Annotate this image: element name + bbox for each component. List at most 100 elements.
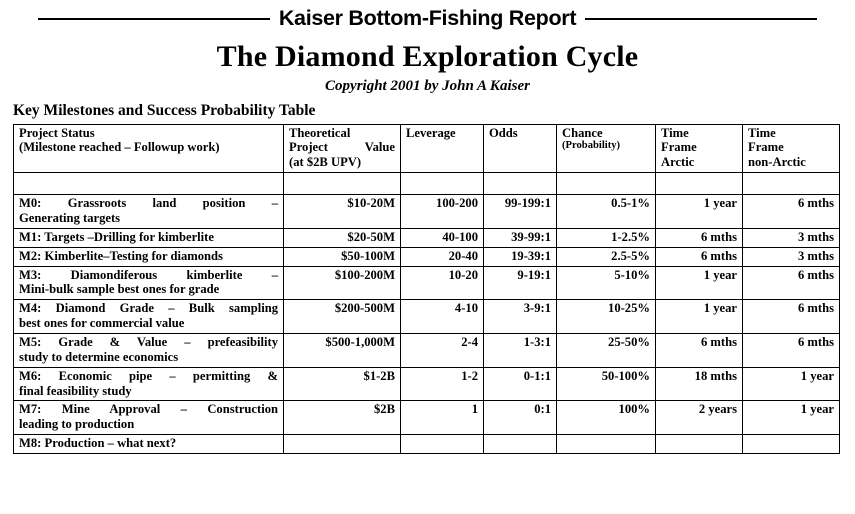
cell-theoretical-project-value: $500-1,000M	[283, 333, 401, 368]
cell-odds: 9-19:1	[483, 265, 557, 301]
cell-status-line1: M5: Grade & Value – prefeasibility	[19, 335, 278, 349]
cell-project-status: M8: Production – what next?	[13, 434, 284, 455]
cell-leverage: 20-40	[400, 246, 484, 267]
header-nonarctic-line3: non-Arctic	[748, 155, 806, 170]
column-header-odds: Odds	[483, 123, 557, 174]
cell-theoretical-project-value: $20-50M	[283, 227, 401, 248]
cell-status-line2: Mini-bulk sample best ones for grade	[19, 282, 220, 297]
cell-time-frame-non-arctic: 3 mths	[742, 246, 840, 267]
cell-time-frame-arctic: 18 mths	[655, 366, 743, 402]
document-page: Kaiser Bottom-Fishing Report The Diamond…	[0, 6, 855, 514]
header-chance-line2: (Probability)	[562, 140, 621, 152]
cell-leverage: 1-2	[400, 366, 484, 402]
header-arctic-line1: Time	[661, 125, 689, 140]
cell-status-line1: M3: Diamondiferous kimberlite –	[19, 267, 278, 282]
cell-leverage: 100-200	[400, 194, 484, 229]
table-row: M8: Production – what next?	[13, 434, 840, 455]
cell-time-frame-non-arctic: 1 year	[742, 366, 840, 402]
header-arctic-line3: Arctic	[661, 155, 695, 170]
column-header-theoretical-project-value: Theoretical Project Value (at $2B UPV)	[283, 123, 401, 174]
spacer-cell-status	[13, 172, 284, 196]
cell-theoretical-project-value: $200-500M	[283, 299, 401, 334]
cell-status-line2: best ones for commercial value	[19, 316, 185, 331]
cell-theoretical-project-value: $1-2B	[283, 366, 401, 402]
cell-odds	[483, 434, 557, 455]
table-body: M0: Grassroots land position – Generating…	[13, 172, 840, 455]
cell-project-status: M6: Economic pipe – permitting & final fe…	[13, 366, 284, 402]
table-header-row: Project Status (Milestone reached – Foll…	[13, 123, 840, 174]
cell-leverage: 4-10	[400, 299, 484, 334]
milestones-table: Project Status (Milestone reached – Foll…	[13, 123, 840, 455]
spacer-cell-nonarctic	[742, 172, 840, 196]
milestones-table-wrap: Project Status (Milestone reached – Foll…	[13, 123, 840, 455]
cell-leverage	[400, 434, 484, 455]
column-header-leverage: Leverage	[400, 123, 484, 174]
cell-project-status: M1: Targets –Drilling for kimberlite	[13, 227, 284, 248]
cell-project-status: M2: Kimberlite–Testing for diamonds	[13, 246, 284, 267]
column-header-time-frame-arctic: Time Frame Arctic	[655, 123, 743, 174]
cell-time-frame-non-arctic: 1 year	[742, 400, 840, 436]
cell-chance: 2.5-5%	[556, 246, 656, 267]
masthead: Kaiser Bottom-Fishing Report	[0, 6, 855, 30]
cell-chance: 0.5-1%	[556, 194, 656, 229]
table-row: M1: Targets –Drilling for kimberlite $20-…	[13, 227, 840, 248]
masthead-rule-left-icon	[38, 17, 270, 20]
header-odds: Odds	[489, 125, 518, 140]
cell-theoretical-project-value: $10-20M	[283, 194, 401, 229]
cell-theoretical-project-value: $100-200M	[283, 265, 401, 301]
cell-theoretical-project-value: $50-100M	[283, 246, 401, 267]
cell-chance: 10-25%	[556, 299, 656, 334]
cell-chance	[556, 434, 656, 455]
cell-status-line2: leading to production	[19, 417, 135, 432]
cell-status-line1: M8: Production – what next?	[19, 436, 177, 451]
cell-time-frame-non-arctic: 6 mths	[742, 265, 840, 301]
cell-time-frame-arctic: 1 year	[655, 265, 743, 301]
cell-status-line1: M2: Kimberlite–Testing for diamonds	[19, 248, 223, 263]
table-row: M7: Mine Approval – Construction leading …	[13, 400, 840, 436]
cell-leverage: 2-4	[400, 333, 484, 368]
cell-time-frame-non-arctic: 6 mths	[742, 194, 840, 229]
cell-time-frame-non-arctic	[742, 434, 840, 455]
cell-time-frame-arctic: 1 year	[655, 299, 743, 334]
cell-status-line1: M6: Economic pipe – permitting &	[19, 368, 278, 383]
cell-time-frame-non-arctic: 6 mths	[742, 299, 840, 334]
cell-project-status: M3: Diamondiferous kimberlite – Mini-bulk…	[13, 265, 284, 301]
cell-odds: 19-39:1	[483, 246, 557, 267]
table-spacer-row	[13, 172, 840, 196]
cell-chance: 1-2.5%	[556, 227, 656, 248]
header-nonarctic-line2: Frame	[748, 140, 784, 155]
masthead-title: Kaiser Bottom-Fishing Report	[278, 6, 577, 30]
header-value-line1: Theoretical	[289, 125, 351, 140]
spacer-cell-leverage	[400, 172, 484, 196]
header-nonarctic-line1: Time	[748, 125, 776, 140]
header-leverage: Leverage	[406, 125, 456, 140]
cell-status-line2: study to determine economics	[19, 349, 179, 364]
cell-time-frame-arctic: 2 years	[655, 400, 743, 436]
table-header: Project Status (Milestone reached – Foll…	[13, 123, 840, 174]
cell-project-status: M4: Diamond Grade – Bulk sampling best on…	[13, 299, 284, 334]
cell-leverage: 40-100	[400, 227, 484, 248]
cell-time-frame-arctic: 6 mths	[655, 246, 743, 267]
cell-time-frame-arctic: 6 mths	[655, 227, 743, 248]
cell-chance: 50-100%	[556, 366, 656, 402]
cell-chance: 25-50%	[556, 333, 656, 368]
page-title: The Diamond Exploration Cycle	[216, 39, 639, 73]
cell-leverage: 10-20	[400, 265, 484, 301]
header-status-line1: Project Status	[19, 125, 95, 140]
masthead-rule-right-icon	[585, 17, 818, 20]
cell-odds: 1-3:1	[483, 333, 557, 368]
cell-odds: 0:1	[483, 400, 557, 436]
header-arctic-line2: Frame	[661, 140, 697, 155]
section-caption: Key Milestones and Success Probability T…	[13, 101, 316, 119]
header-chance-line1: Chance	[562, 125, 603, 140]
table-row: M3: Diamondiferous kimberlite – Mini-bulk…	[13, 265, 840, 301]
column-header-project-status: Project Status (Milestone reached – Foll…	[13, 123, 284, 174]
cell-odds: 99-199:1	[483, 194, 557, 229]
cell-leverage: 1	[400, 400, 484, 436]
cell-time-frame-arctic	[655, 434, 743, 455]
table-row: M6: Economic pipe – permitting & final fe…	[13, 366, 840, 402]
cell-status-line1: M1: Targets –Drilling for kimberlite	[19, 229, 214, 244]
header-status-line2: (Milestone reached – Followup work)	[19, 140, 220, 155]
cell-odds: 39-99:1	[483, 227, 557, 248]
table-row: M4: Diamond Grade – Bulk sampling best on…	[13, 299, 840, 334]
